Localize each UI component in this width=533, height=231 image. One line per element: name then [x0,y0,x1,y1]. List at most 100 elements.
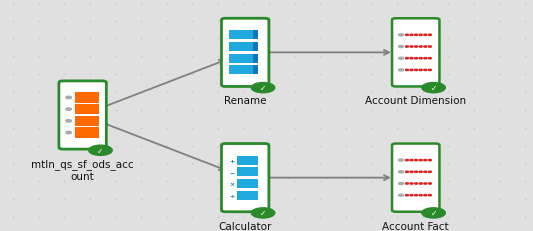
Text: Calculator: Calculator [219,221,272,231]
Circle shape [424,70,427,71]
Circle shape [410,47,413,48]
Bar [253,31,258,40]
Circle shape [399,35,403,37]
Circle shape [66,132,71,134]
Circle shape [424,47,427,48]
Circle shape [406,160,408,161]
Circle shape [415,35,418,36]
Bar [237,179,258,188]
Circle shape [399,46,403,48]
Circle shape [429,35,431,36]
Circle shape [252,208,275,218]
Circle shape [410,58,413,60]
Circle shape [415,171,418,173]
Circle shape [415,70,418,71]
Circle shape [66,120,71,122]
Text: ✓: ✓ [98,146,103,155]
Circle shape [406,47,408,48]
Circle shape [410,160,413,161]
Bar [253,43,258,52]
Circle shape [424,171,427,173]
Circle shape [399,171,403,173]
Circle shape [419,160,422,161]
Bar [75,116,99,127]
Circle shape [429,70,431,71]
Circle shape [415,195,418,196]
Circle shape [419,183,422,184]
Circle shape [252,83,275,93]
Circle shape [424,160,427,161]
Circle shape [406,171,408,173]
Bar [229,31,258,40]
Circle shape [410,183,413,184]
Bar [237,156,258,165]
Text: Account Dimension: Account Dimension [365,96,466,106]
Circle shape [429,58,431,60]
FancyBboxPatch shape [222,19,269,87]
FancyBboxPatch shape [392,144,439,212]
Circle shape [424,183,427,184]
Text: ×: × [229,181,235,186]
Circle shape [410,35,413,36]
Circle shape [415,58,418,60]
Circle shape [415,183,418,184]
Circle shape [419,195,422,196]
Circle shape [424,195,427,196]
Bar [75,93,99,103]
FancyBboxPatch shape [392,19,439,87]
Bar [229,55,258,64]
Bar [229,43,258,52]
Circle shape [399,58,403,60]
Circle shape [406,35,408,36]
FancyBboxPatch shape [222,144,269,212]
Text: Account Fact: Account Fact [383,221,449,231]
Text: −: − [229,170,235,175]
Circle shape [406,70,408,71]
Bar [75,128,99,138]
Circle shape [66,109,71,111]
Circle shape [66,97,71,99]
Circle shape [419,70,422,71]
Circle shape [422,208,446,218]
FancyBboxPatch shape [59,82,106,149]
Circle shape [415,47,418,48]
Text: ✓: ✓ [260,209,266,217]
Circle shape [429,195,431,196]
Bar [75,104,99,115]
Circle shape [415,160,418,161]
Bar [253,66,258,75]
Circle shape [419,35,422,36]
Circle shape [399,159,403,161]
Text: ✓: ✓ [431,84,437,93]
Circle shape [406,58,408,60]
Circle shape [422,83,446,93]
Text: ÷: ÷ [229,193,235,198]
Circle shape [399,183,403,185]
Circle shape [419,58,422,60]
Circle shape [399,70,403,72]
Text: ✓: ✓ [260,84,266,93]
Circle shape [406,183,408,184]
Text: mtln_qs_sf_ods_acc
ount: mtln_qs_sf_ods_acc ount [31,158,134,181]
Circle shape [424,35,427,36]
Circle shape [406,195,408,196]
Bar [229,66,258,75]
Text: ✓: ✓ [431,209,437,217]
Circle shape [429,47,431,48]
Circle shape [410,195,413,196]
Circle shape [399,194,403,196]
Circle shape [419,171,422,173]
Circle shape [424,58,427,60]
Text: +: + [229,158,235,163]
Circle shape [419,47,422,48]
Bar [237,167,258,176]
Circle shape [88,146,112,156]
Bar [237,191,258,200]
Circle shape [410,171,413,173]
Text: Rename: Rename [224,96,266,106]
Circle shape [429,183,431,184]
Circle shape [410,70,413,71]
Circle shape [429,160,431,161]
Circle shape [429,171,431,173]
Bar [253,55,258,64]
